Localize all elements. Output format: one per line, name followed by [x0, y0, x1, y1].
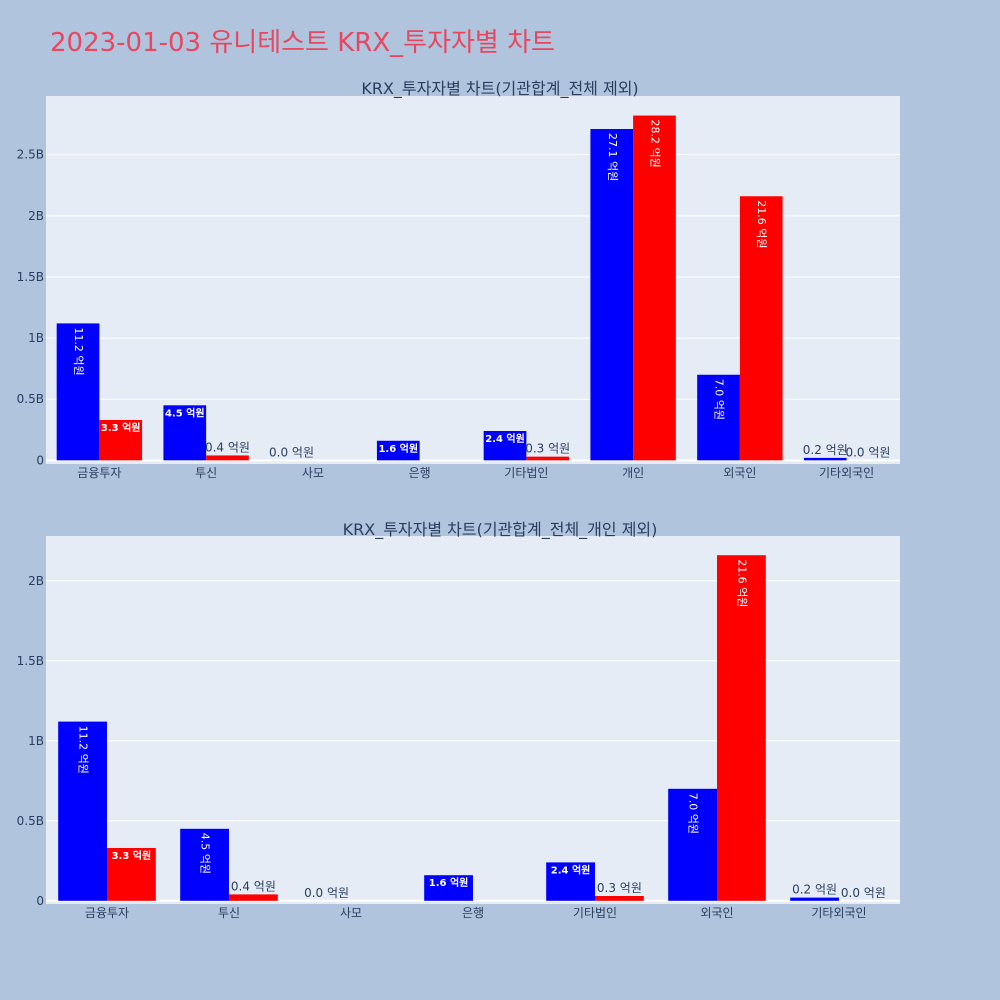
data-label: 21.6 억원 [755, 200, 768, 248]
x-tick-label: 사모 [302, 466, 324, 480]
data-label: 4.5 억원 [165, 406, 205, 419]
data-label: 2.4 억원 [485, 432, 525, 445]
bar [668, 788, 717, 901]
data-label: 0.4 억원 [231, 879, 276, 893]
y-tick-label: 0.5B [17, 814, 44, 828]
x-tick-label: 은행 [462, 905, 484, 920]
data-label: 0.3 억원 [597, 881, 642, 895]
data-label: 0.2 억원 [792, 883, 837, 897]
bar [546, 862, 595, 901]
y-tick-label: 0 [36, 453, 44, 467]
data-label: 7.0 억원 [687, 793, 700, 834]
y-tick-label: 2B [28, 574, 44, 588]
bar [590, 129, 634, 461]
data-label: 3.3 억원 [112, 849, 152, 862]
x-tick-label: 금융투자 [85, 906, 129, 920]
chart-title: KRX_투자자별 차트(기관합계_전체 제외) [361, 79, 638, 99]
data-label: 0.3 억원 [525, 442, 570, 456]
bar [633, 115, 676, 461]
x-tick-label: 기타법인 [504, 466, 548, 480]
data-label: 1.6 억원 [378, 442, 418, 455]
data-label: 27.1 억원 [606, 133, 619, 181]
bar [376, 440, 420, 461]
data-label: 0.0 억원 [269, 445, 314, 459]
bar [107, 848, 156, 901]
x-tick-label: 은행 [409, 465, 431, 480]
y-tick-label: 1B [28, 331, 44, 345]
y-tick-label: 1.5B [17, 270, 44, 284]
data-label: 0.0 억원 [845, 445, 890, 459]
y-tick-label: 1B [28, 734, 44, 748]
data-label: 11.2 억원 [72, 327, 85, 375]
data-label: 0.0 억원 [841, 886, 886, 900]
y-tick-label: 2B [28, 209, 44, 223]
bar [790, 897, 839, 901]
x-tick-label: 외국인 [700, 906, 733, 920]
x-tick-label: 기타외국인 [811, 906, 866, 920]
bar [717, 555, 766, 901]
y-tick-label: 0 [36, 894, 44, 908]
x-tick-label: 투신 [218, 906, 240, 920]
x-tick-label: 기타외국인 [819, 466, 874, 480]
data-label: 0.2 억원 [803, 443, 848, 457]
chart-title: KRX_투자자별 차트(기관합계_전체_개인 제외) [343, 520, 658, 540]
data-label: 0.4 억원 [205, 440, 250, 454]
bar [595, 896, 644, 901]
bar [180, 828, 229, 901]
data-label: 3.3 억원 [101, 421, 141, 434]
bar [739, 196, 783, 461]
x-tick-label: 기타법인 [573, 906, 617, 920]
y-tick-label: 0.5B [17, 392, 44, 406]
bar [697, 374, 740, 461]
data-label: 7.0 억원 [713, 379, 726, 420]
x-tick-label: 투신 [195, 466, 217, 480]
bar [99, 419, 143, 461]
plot-area [46, 536, 900, 904]
bar [483, 430, 527, 461]
data-label: 28.2 억원 [648, 120, 661, 168]
data-label: 1.6 억원 [429, 876, 469, 889]
y-tick-label: 2.5B [17, 148, 44, 162]
data-label: 4.5 억원 [199, 833, 212, 874]
bar [163, 405, 207, 461]
x-tick-label: 금융투자 [77, 466, 121, 480]
page-title: 2023-01-03 유니테스트 KRX_투자자별 차트 [50, 28, 555, 58]
bar [229, 894, 278, 901]
bar [206, 455, 249, 461]
x-tick-label: 개인 [622, 466, 644, 480]
x-tick-label: 사모 [340, 906, 362, 920]
data-label: 11.2 억원 [77, 726, 90, 774]
data-label: 0.0 억원 [304, 886, 349, 900]
bar [424, 875, 473, 901]
data-label: 2.4 억원 [551, 863, 591, 876]
bar [58, 721, 107, 901]
bar [526, 456, 570, 461]
data-label: 21.6 억원 [735, 559, 748, 607]
bar [803, 457, 847, 461]
x-tick-label: 외국인 [723, 466, 756, 480]
y-tick-label: 1.5B [17, 654, 44, 668]
bar [56, 323, 100, 461]
